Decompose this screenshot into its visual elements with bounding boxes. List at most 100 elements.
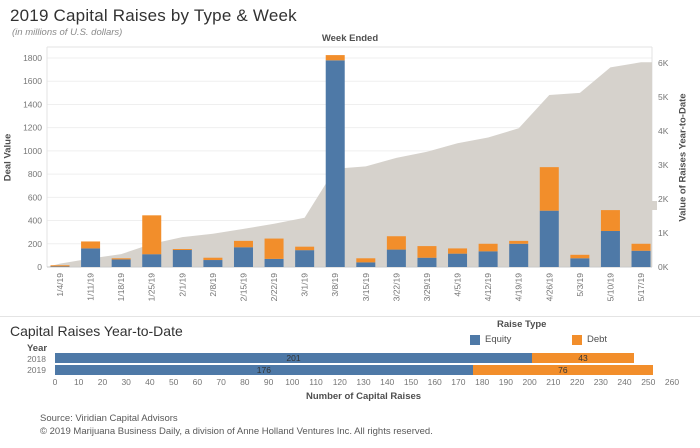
date-label-1/18/19: 1/18/19 [116, 273, 126, 302]
bar-equity-3/22/19[interactable] [386, 249, 406, 267]
date-label-5/17/19: 5/17/19 [636, 273, 646, 302]
bar-equity-2/22/19[interactable] [264, 258, 284, 267]
bar-debt-4/19/19[interactable] [509, 240, 529, 244]
bar-debt-3/15/19[interactable] [356, 258, 376, 263]
ytd-tick-130: 130 [356, 377, 371, 387]
bar-debt-3/1/19[interactable] [295, 246, 315, 251]
ytd-tick-50: 50 [168, 377, 179, 387]
date-label-3/1/19: 3/1/19 [300, 273, 310, 297]
bar-debt-2/15/19[interactable] [233, 240, 253, 248]
bar-debt-1/4/19[interactable] [50, 265, 70, 267]
date-label-2/22/19: 2/22/19 [269, 273, 279, 302]
right-tick-4K: 4K [658, 126, 669, 136]
legend-title: Raise Type [497, 319, 547, 330]
bar-debt-5/17/19[interactable] [631, 243, 651, 251]
ytd-tick-140: 140 [380, 377, 395, 387]
ytd-bar-debt-2018[interactable]: 43 [532, 353, 634, 363]
bar-equity-1/25/19[interactable] [142, 254, 162, 267]
right-tick-0K: 0K [658, 262, 669, 272]
bar-equity-3/29/19[interactable] [417, 257, 437, 267]
left-tick-1000: 1000 [23, 146, 42, 156]
bar-debt-2/22/19[interactable] [264, 238, 284, 259]
ytd-cumulative-area[interactable] [47, 62, 652, 267]
right-tick-2K: 2K [658, 194, 669, 204]
date-label-3/22/19: 3/22/19 [391, 273, 401, 302]
bar-equity-3/8/19[interactable] [325, 60, 345, 268]
bar-debt-1/25/19[interactable] [142, 215, 162, 255]
ytd-tick-100: 100 [285, 377, 300, 387]
bar-equity-4/5/19[interactable] [448, 253, 468, 267]
bar-equity-1/18/19[interactable] [111, 259, 131, 267]
bar-equity-4/19/19[interactable] [509, 243, 529, 267]
bar-debt-3/29/19[interactable] [417, 246, 437, 258]
copyright-line: © 2019 Marijuana Business Daily, a divis… [40, 425, 433, 437]
ytd-bar-row-2018: 201 43 [55, 353, 634, 363]
bar-value-label: 201 [286, 353, 301, 363]
bar-debt-4/26/19[interactable] [539, 167, 559, 211]
right-tick-1K: 1K [658, 228, 669, 238]
bar-debt-5/10/19[interactable] [600, 210, 620, 232]
page-subtitle: (in millions of U.S. dollars) [12, 27, 123, 38]
date-label-5/10/19: 5/10/19 [605, 273, 615, 302]
bar-debt-1/18/19[interactable] [111, 258, 131, 260]
bar-debt-2/1/19[interactable] [172, 249, 192, 251]
left-tick-1200: 1200 [23, 123, 42, 133]
right-axis-title: Value of Raises Year-to-Date [677, 93, 689, 222]
legend-debt-label: Debt [587, 334, 608, 345]
ytd-tick-40: 40 [145, 377, 155, 387]
bar-debt-4/12/19[interactable] [478, 243, 498, 252]
ytd-tick-230: 230 [593, 377, 608, 387]
ytd-tick-240: 240 [617, 377, 632, 387]
date-label-3/15/19: 3/15/19 [361, 273, 371, 302]
ytd-tick-150: 150 [403, 377, 419, 387]
ytd-section: Capital Raises Year-to-Date Raise Type E… [0, 316, 700, 408]
ytd-tick-30: 30 [121, 377, 131, 387]
bar-equity-2/15/19[interactable] [233, 247, 253, 267]
legend-item-equity[interactable]: Equity [470, 334, 511, 345]
bar-equity-4/26/19[interactable] [539, 210, 559, 267]
bar-equity-1/4/19[interactable] [50, 266, 70, 267]
ytd-bar-equity-2019[interactable]: 176 [55, 364, 473, 375]
bar-debt-3/22/19[interactable] [386, 236, 406, 250]
ytd-tick-0: 0 [52, 377, 58, 387]
ytd-tick-200: 200 [522, 377, 537, 387]
bar-equity-5/10/19[interactable] [600, 231, 620, 267]
ytd-tick-20: 20 [97, 377, 108, 387]
right-tick-3K: 3K [658, 160, 669, 170]
date-label-2/8/19: 2/8/19 [208, 273, 218, 297]
bar-equity-2/8/19[interactable] [203, 260, 223, 267]
week-ended-header: Week Ended [321, 33, 379, 44]
row-label-2019: 2019 [27, 365, 46, 375]
bar-equity-2/1/19[interactable] [172, 249, 192, 267]
bar-debt-4/5/19[interactable] [448, 248, 468, 254]
bar-equity-1/11/19[interactable] [81, 248, 101, 267]
left-tick-0: 0 [37, 262, 42, 272]
bar-debt-2/8/19[interactable] [203, 257, 223, 261]
year-column-header: Year [27, 343, 48, 354]
ytd-tick-70: 70 [216, 377, 226, 387]
bar-debt-1/11/19[interactable] [81, 241, 101, 249]
legend-equity-label: Equity [485, 334, 512, 345]
ytd-tick-250: 250 [641, 377, 656, 387]
left-axis-title: Deal Value [2, 133, 14, 182]
bar-equity-5/17/19[interactable] [631, 250, 651, 267]
ytd-tick-160: 160 [427, 377, 442, 387]
bar-debt-3/8/19[interactable] [325, 55, 345, 61]
ytd-tick-210: 210 [546, 377, 561, 387]
date-label-4/12/19: 4/12/19 [483, 273, 493, 302]
ytd-x-axis: 0 10 20 30 40 50 60 70 80 90 100 110 120 130 140 150 160… [0, 377, 700, 389]
ytd-bar-debt-2019[interactable]: 76 [472, 364, 654, 375]
legend-item-debt[interactable]: Debt [572, 334, 607, 345]
bar-equity-4/12/19[interactable] [478, 251, 498, 267]
ytd-chart-title: Capital Raises Year-to-Date [10, 323, 183, 339]
ytd-area-legend-swatch[interactable] [648, 201, 657, 210]
date-label-2/15/19: 2/15/19 [238, 273, 248, 302]
bar-equity-3/1/19[interactable] [295, 250, 315, 267]
ytd-bar-equity-2018[interactable]: 201 [55, 353, 532, 363]
bar-equity-5/3/19[interactable] [570, 258, 590, 267]
ytd-tick-190: 190 [498, 377, 513, 387]
bar-value-label: 76 [558, 364, 568, 375]
bar-equity-3/15/19[interactable] [356, 262, 376, 267]
bar-debt-5/3/19[interactable] [570, 254, 590, 259]
